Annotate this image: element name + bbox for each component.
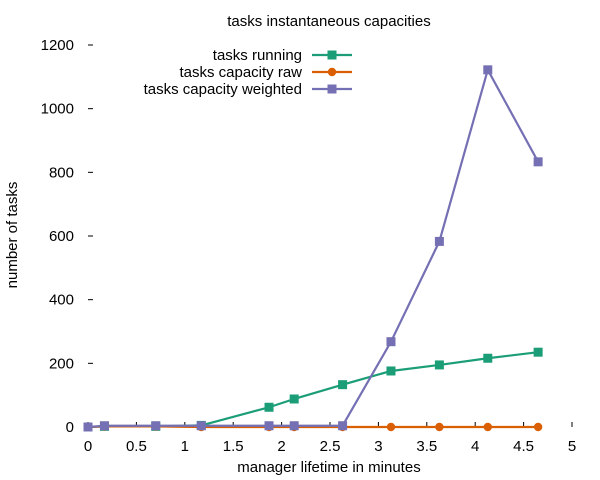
series-0 xyxy=(83,347,543,432)
y-axis-label: number of tasks xyxy=(4,182,21,289)
data-point xyxy=(386,366,396,376)
x-tick-label: 3.5 xyxy=(416,438,437,455)
y-tick-label: 200 xyxy=(49,355,74,372)
data-point xyxy=(483,65,493,75)
data-point xyxy=(435,422,444,432)
series-layer xyxy=(83,65,543,432)
data-point xyxy=(533,422,543,432)
x-tick-label: 2 xyxy=(277,438,285,455)
data-point xyxy=(289,421,299,431)
data-point xyxy=(338,421,348,431)
series-2 xyxy=(83,65,543,432)
data-point xyxy=(434,360,444,370)
data-point xyxy=(99,421,109,431)
data-point xyxy=(483,422,492,432)
chart-title: tasks instantaneous capacities xyxy=(227,13,430,30)
data-point xyxy=(151,421,161,431)
y-tick-label: 1200 xyxy=(41,37,74,54)
x-tick-label: 0.5 xyxy=(126,438,147,455)
x-tick-label: 4.5 xyxy=(513,438,534,455)
x-tick-label: 2.5 xyxy=(320,438,341,455)
series-line xyxy=(87,68,540,429)
x-tick-label: 3 xyxy=(374,438,382,455)
y-tick-label: 0 xyxy=(66,419,74,436)
y-tick-label: 400 xyxy=(49,292,74,309)
legend-marker xyxy=(327,50,337,60)
legend-label: tasks running xyxy=(213,47,302,64)
x-tick-label: 0 xyxy=(84,438,92,455)
data-point xyxy=(264,421,274,431)
y-tick-label: 600 xyxy=(49,228,74,245)
legend-marker xyxy=(327,67,337,77)
data-point xyxy=(386,337,396,347)
data-point xyxy=(264,402,274,412)
axes: 0 0.5 1 1.5 2 2.5 3 3.5 4 4.5 5 0 200 400 600 800 1000 12… xyxy=(41,37,577,455)
legend-label: tasks capacity weighted xyxy=(144,81,302,98)
legend-label: tasks capacity raw xyxy=(179,64,302,81)
data-point xyxy=(83,422,93,432)
series-line xyxy=(87,351,539,429)
data-point xyxy=(434,236,444,246)
x-tick-label: 4 xyxy=(471,438,479,455)
x-tick-label: 5 xyxy=(568,438,576,455)
y-tick-label: 1000 xyxy=(41,101,74,118)
data-point xyxy=(196,421,206,431)
data-point xyxy=(338,380,348,390)
data-point xyxy=(533,347,543,357)
x-axis-label: manager lifetime in minutes xyxy=(237,459,420,476)
legend-marker xyxy=(327,84,337,94)
data-point xyxy=(289,394,299,404)
data-point xyxy=(386,422,396,432)
x-tick-label: 1 xyxy=(181,438,189,455)
data-point xyxy=(533,157,543,167)
x-tick-label: 1.5 xyxy=(223,438,244,455)
data-point xyxy=(483,353,493,363)
y-tick-label: 800 xyxy=(49,164,74,181)
